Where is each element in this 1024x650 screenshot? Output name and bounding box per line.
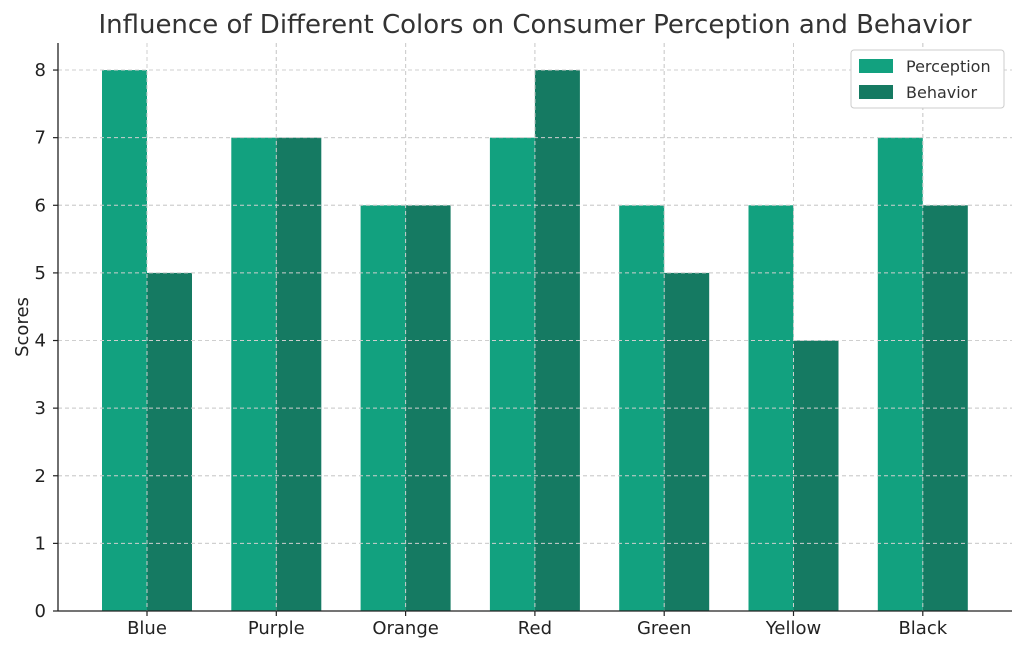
x-tick-label: Black: [898, 618, 947, 639]
y-tick-label: 4: [35, 331, 46, 352]
legend-label-behavior: Behavior: [906, 83, 977, 102]
legend-swatch-behavior: [859, 85, 893, 99]
bar-perception-black: [877, 137, 923, 611]
y-tick-label: 3: [35, 398, 46, 419]
chart-title: Influence of Different Colors on Consume…: [98, 10, 971, 40]
legend-label-perception: Perception: [906, 57, 991, 76]
x-tick-label: Purple: [248, 618, 305, 639]
bars: [58, 43, 1012, 612]
y-tick-label: 5: [35, 263, 46, 284]
x-tick-label: Yellow: [765, 618, 821, 639]
x-tick-labels: Blue Purple Orange Red Green Yellow Black: [127, 611, 948, 639]
bar-behavior-purple: [276, 137, 322, 611]
y-tick-label: 6: [35, 195, 46, 216]
bar-behavior-blue: [147, 272, 192, 611]
x-tick-label: Orange: [372, 618, 439, 639]
bar-perception-red: [489, 137, 535, 611]
y-tick-label: 1: [35, 533, 46, 554]
x-tick-label: Blue: [127, 618, 167, 639]
x-tick-label: Green: [637, 618, 692, 639]
y-tick-labels: 0 1 2 3 4 5 6 7 8: [35, 60, 58, 622]
y-axis-label: Scores: [12, 297, 33, 357]
legend: Perception Behavior: [850, 49, 1005, 109]
bar-behavior-black: [922, 205, 968, 612]
x-tick-label: Red: [518, 618, 552, 639]
y-tick-label: 7: [35, 128, 46, 149]
y-tick-label: 2: [35, 466, 46, 487]
legend-swatch-perception: [859, 59, 893, 73]
bar-behavior-green: [664, 272, 710, 611]
y-tick-label: 0: [35, 601, 46, 622]
bar-perception-purple: [231, 137, 277, 611]
y-tick-label: 8: [35, 60, 46, 81]
